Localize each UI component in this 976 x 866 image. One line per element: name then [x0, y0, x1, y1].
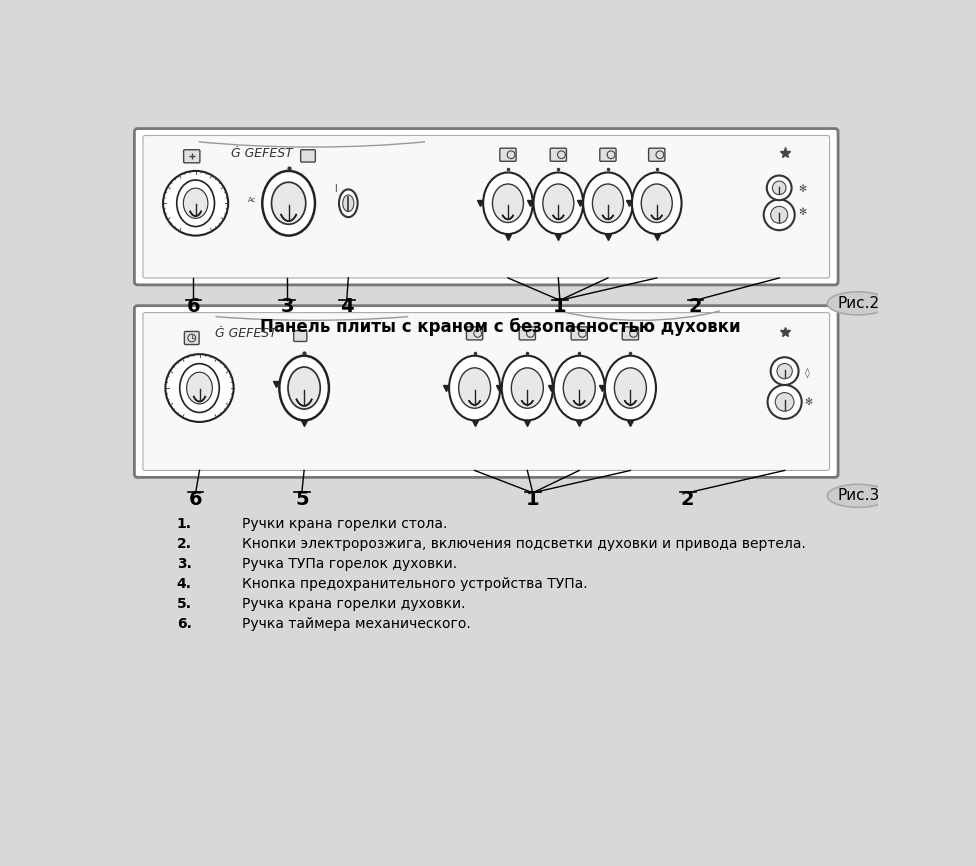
- Circle shape: [777, 364, 793, 378]
- Ellipse shape: [343, 195, 354, 211]
- FancyBboxPatch shape: [135, 128, 838, 285]
- FancyBboxPatch shape: [623, 326, 638, 340]
- Circle shape: [767, 385, 801, 419]
- Ellipse shape: [631, 172, 681, 234]
- Ellipse shape: [543, 184, 574, 223]
- Text: Панель плиты с краном с безопасностью духовки: Панель плиты с краном с безопасностью ду…: [260, 317, 741, 335]
- Text: Ġ GEFEST: Ġ GEFEST: [215, 326, 277, 339]
- Ellipse shape: [263, 171, 315, 236]
- Circle shape: [771, 206, 788, 223]
- FancyBboxPatch shape: [550, 148, 566, 161]
- Text: Ġ GEFEST: Ġ GEFEST: [230, 146, 293, 159]
- Text: l: l: [334, 184, 337, 194]
- Ellipse shape: [502, 356, 552, 420]
- Text: Ручки крана горелки стола.: Ручки крана горелки стола.: [242, 517, 448, 532]
- Text: 5: 5: [295, 489, 308, 508]
- FancyBboxPatch shape: [142, 313, 830, 470]
- Ellipse shape: [553, 356, 605, 420]
- Text: 3.: 3.: [177, 558, 191, 572]
- Ellipse shape: [271, 182, 305, 224]
- Text: 6: 6: [186, 297, 200, 316]
- Text: Ручка крана горелки духовки.: Ручка крана горелки духовки.: [242, 598, 466, 611]
- Circle shape: [772, 181, 786, 195]
- Circle shape: [165, 354, 233, 422]
- Ellipse shape: [563, 368, 595, 408]
- Ellipse shape: [288, 367, 320, 409]
- Ellipse shape: [583, 172, 632, 234]
- Ellipse shape: [279, 356, 329, 420]
- Ellipse shape: [592, 184, 624, 223]
- Text: Ручка таймера механического.: Ручка таймера механического.: [242, 617, 470, 631]
- FancyBboxPatch shape: [500, 148, 516, 161]
- Ellipse shape: [641, 184, 672, 223]
- Circle shape: [767, 176, 792, 200]
- Text: Кнопки электророзжига, включения подсветки духовки и привода вертела.: Кнопки электророзжига, включения подсвет…: [242, 538, 806, 552]
- FancyBboxPatch shape: [183, 150, 200, 163]
- FancyBboxPatch shape: [571, 326, 588, 340]
- Text: Ручка ТУПа горелок духовки.: Ручка ТУПа горелок духовки.: [242, 558, 457, 572]
- FancyBboxPatch shape: [467, 326, 483, 340]
- Text: Кнопка предохранительного устройства ТУПа.: Кнопка предохранительного устройства ТУП…: [242, 578, 588, 591]
- Text: 2: 2: [681, 489, 695, 508]
- FancyBboxPatch shape: [135, 306, 838, 477]
- Text: 1: 1: [553, 297, 567, 316]
- Circle shape: [763, 199, 794, 230]
- Text: 6.: 6.: [177, 617, 191, 631]
- Ellipse shape: [339, 190, 357, 217]
- Ellipse shape: [183, 188, 208, 218]
- Text: ◊: ◊: [805, 367, 810, 378]
- Ellipse shape: [180, 364, 220, 412]
- Text: 1: 1: [526, 489, 540, 508]
- FancyBboxPatch shape: [649, 148, 665, 161]
- Ellipse shape: [511, 368, 544, 408]
- Text: 1.: 1.: [177, 517, 191, 532]
- Text: 2.: 2.: [177, 538, 191, 552]
- Text: 4: 4: [340, 297, 353, 316]
- Ellipse shape: [186, 372, 213, 404]
- Ellipse shape: [828, 292, 889, 315]
- FancyBboxPatch shape: [519, 326, 536, 340]
- Ellipse shape: [828, 484, 889, 507]
- FancyBboxPatch shape: [142, 135, 830, 278]
- Text: Рис.2: Рис.2: [837, 296, 879, 311]
- Text: ✻: ✻: [798, 208, 806, 217]
- FancyBboxPatch shape: [294, 331, 306, 341]
- FancyBboxPatch shape: [600, 148, 616, 161]
- Text: Ас: Ас: [248, 197, 257, 203]
- Circle shape: [163, 171, 228, 236]
- Text: 2: 2: [689, 297, 703, 316]
- Circle shape: [771, 358, 798, 385]
- Ellipse shape: [459, 368, 491, 408]
- Text: Рис.3: Рис.3: [837, 488, 879, 503]
- Text: ✻: ✻: [804, 397, 812, 407]
- Ellipse shape: [615, 368, 646, 408]
- Ellipse shape: [449, 356, 501, 420]
- Text: 6: 6: [188, 489, 202, 508]
- FancyBboxPatch shape: [184, 332, 199, 345]
- Circle shape: [775, 392, 794, 411]
- Ellipse shape: [605, 356, 656, 420]
- FancyBboxPatch shape: [301, 150, 315, 162]
- Text: 3: 3: [280, 297, 294, 316]
- Ellipse shape: [483, 172, 533, 234]
- Ellipse shape: [177, 180, 215, 227]
- Ellipse shape: [493, 184, 523, 223]
- Text: 4.: 4.: [177, 578, 191, 591]
- Text: ✻: ✻: [798, 184, 806, 194]
- Text: 5.: 5.: [177, 598, 191, 611]
- Ellipse shape: [534, 172, 583, 234]
